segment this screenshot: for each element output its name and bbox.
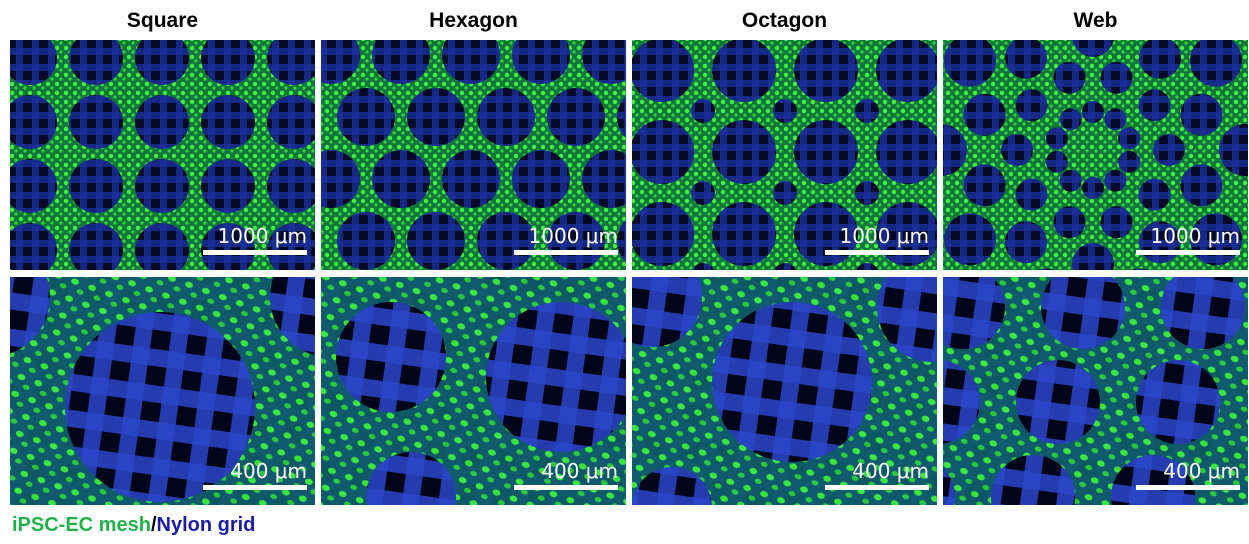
- scale-bar: [825, 485, 929, 490]
- scale-bar: [825, 250, 929, 255]
- scale-bar-label: 400 μm: [852, 459, 929, 483]
- scale-bar: [1136, 485, 1240, 490]
- scale-bar-label: 1000 μm: [840, 224, 929, 248]
- scale-bar: [203, 250, 307, 255]
- column-title: Square: [127, 9, 198, 32]
- figure: 1000 μm 1000 μm 1000 μm 1000 μm 400 μm 400 μm…: [0, 0, 1249, 544]
- column-title: Octagon: [742, 9, 827, 32]
- scale-bar-label: 400 μm: [1163, 459, 1240, 483]
- scale-bar: [203, 485, 307, 490]
- legend-item: Nylon grid: [157, 514, 256, 536]
- scale-bar-label: 400 μm: [541, 459, 618, 483]
- column-title: Hexagon: [429, 9, 518, 32]
- scale-bar: [514, 250, 618, 255]
- scale-bar: [1136, 250, 1240, 255]
- scale-bar-label: 1000 μm: [218, 224, 307, 248]
- legend-item: iPSC-EC mesh: [12, 514, 151, 536]
- legend: iPSC-EC mesh/Nylon grid: [12, 514, 255, 536]
- scale-bar-label: 400 μm: [230, 459, 307, 483]
- scale-bar-label: 1000 μm: [529, 224, 618, 248]
- scale-bar: [514, 485, 618, 490]
- column-title: Web: [1074, 9, 1118, 32]
- scale-bar-label: 1000 μm: [1151, 224, 1240, 248]
